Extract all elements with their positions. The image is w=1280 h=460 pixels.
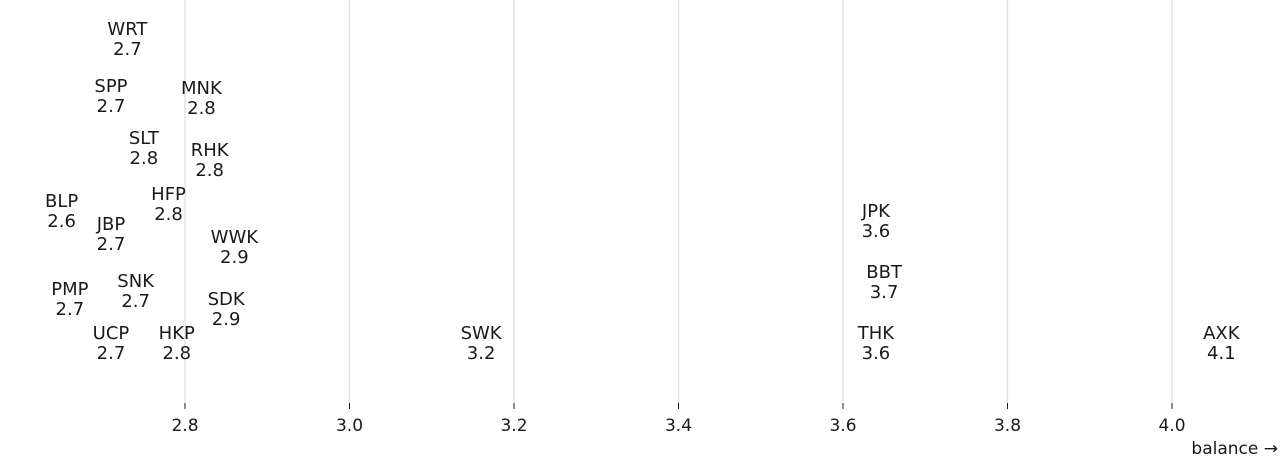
point-name-label: SDK xyxy=(208,289,246,310)
point-value-label: 3.6 xyxy=(862,221,891,242)
point-name-label: SLT xyxy=(129,128,160,149)
grid-layer xyxy=(184,0,1173,403)
point-value-label: 3.7 xyxy=(870,282,899,303)
x-axis-label: balance → xyxy=(1191,439,1278,459)
point-value-label: 3.2 xyxy=(467,343,496,364)
point-value-label: 2.7 xyxy=(121,291,150,312)
point-name-label: HKP xyxy=(159,323,195,344)
point-name-label: WRT xyxy=(107,19,148,40)
point-value-label: 2.7 xyxy=(113,39,142,60)
point-name-label: UCP xyxy=(93,323,130,344)
point-value-label: 3.6 xyxy=(862,343,891,364)
point-name-label: BLP xyxy=(45,191,78,212)
point-name-label: SNK xyxy=(117,271,155,292)
x-tick-label: 4.0 xyxy=(1158,416,1185,436)
point-name-label: AXK xyxy=(1203,323,1241,344)
x-axis: 2.8 3.0 3.2 3.4 3.6 3.8 4.0 xyxy=(171,403,1186,436)
point-value-label: 2.8 xyxy=(195,160,224,181)
point-value-label: 2.9 xyxy=(212,309,241,330)
x-tick-label: 3.4 xyxy=(665,416,692,436)
point-name-label: JBP xyxy=(96,214,126,235)
point-name-label: SWK xyxy=(461,323,503,344)
point-value-label: 2.7 xyxy=(56,299,85,320)
point-name-label: PMP xyxy=(51,279,88,300)
point-name-label: MNK xyxy=(181,78,223,99)
point-name-label: JPK xyxy=(861,201,891,222)
x-tick-label: 3.2 xyxy=(500,416,527,436)
x-tick-label: 3.6 xyxy=(829,416,856,436)
x-tick-label: 3.8 xyxy=(994,416,1021,436)
x-tick-label: 3.0 xyxy=(336,416,363,436)
point-value-label: 2.9 xyxy=(220,247,249,268)
point-value-label: 2.7 xyxy=(97,96,126,117)
point-name-label: RHK xyxy=(191,140,230,161)
point-value-label: 4.1 xyxy=(1207,343,1236,364)
point-name-label: WWK xyxy=(211,227,260,248)
point-value-label: 2.7 xyxy=(97,234,126,255)
point-value-label: 2.7 xyxy=(97,343,126,364)
x-tick-label: 2.8 xyxy=(171,416,198,436)
point-value-label: 2.8 xyxy=(154,204,183,225)
point-name-label: SPP xyxy=(94,76,127,97)
point-name-label: THK xyxy=(857,323,896,344)
point-name-label: HFP xyxy=(151,184,186,205)
point-value-label: 2.8 xyxy=(187,98,216,119)
point-name-label: BBT xyxy=(866,262,903,283)
point-value-label: 2.6 xyxy=(47,211,76,232)
point-value-label: 2.8 xyxy=(162,343,191,364)
point-value-label: 2.8 xyxy=(130,148,159,169)
